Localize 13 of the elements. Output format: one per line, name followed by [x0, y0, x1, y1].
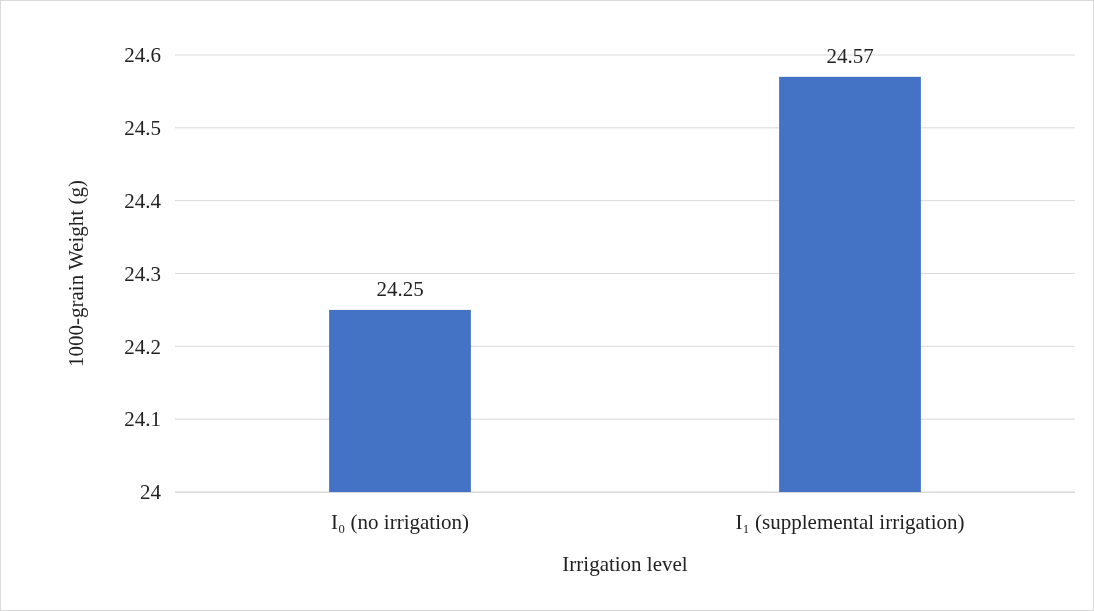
x-axis-title: Irrigation level	[562, 552, 688, 576]
data-label: 24.25	[376, 276, 424, 301]
y-tick-label: 24.2	[124, 334, 161, 359]
y-tick-label: 24.6	[124, 43, 161, 68]
y-axis-title: 1000-grain Weight (g)	[64, 180, 88, 367]
y-tick-label: 24	[140, 480, 162, 505]
x-tick-label: I₀ (no irrigation)	[331, 509, 469, 534]
y-tick-label: 24.3	[124, 261, 161, 286]
x-tick-label: I₁ (supplemental irrigation)	[735, 509, 965, 534]
y-tick-label: 24.4	[124, 188, 162, 213]
y-tick-label: 24.1	[124, 407, 161, 432]
y-tick-label: 24.5	[124, 116, 161, 141]
data-label: 24.57	[826, 43, 874, 68]
